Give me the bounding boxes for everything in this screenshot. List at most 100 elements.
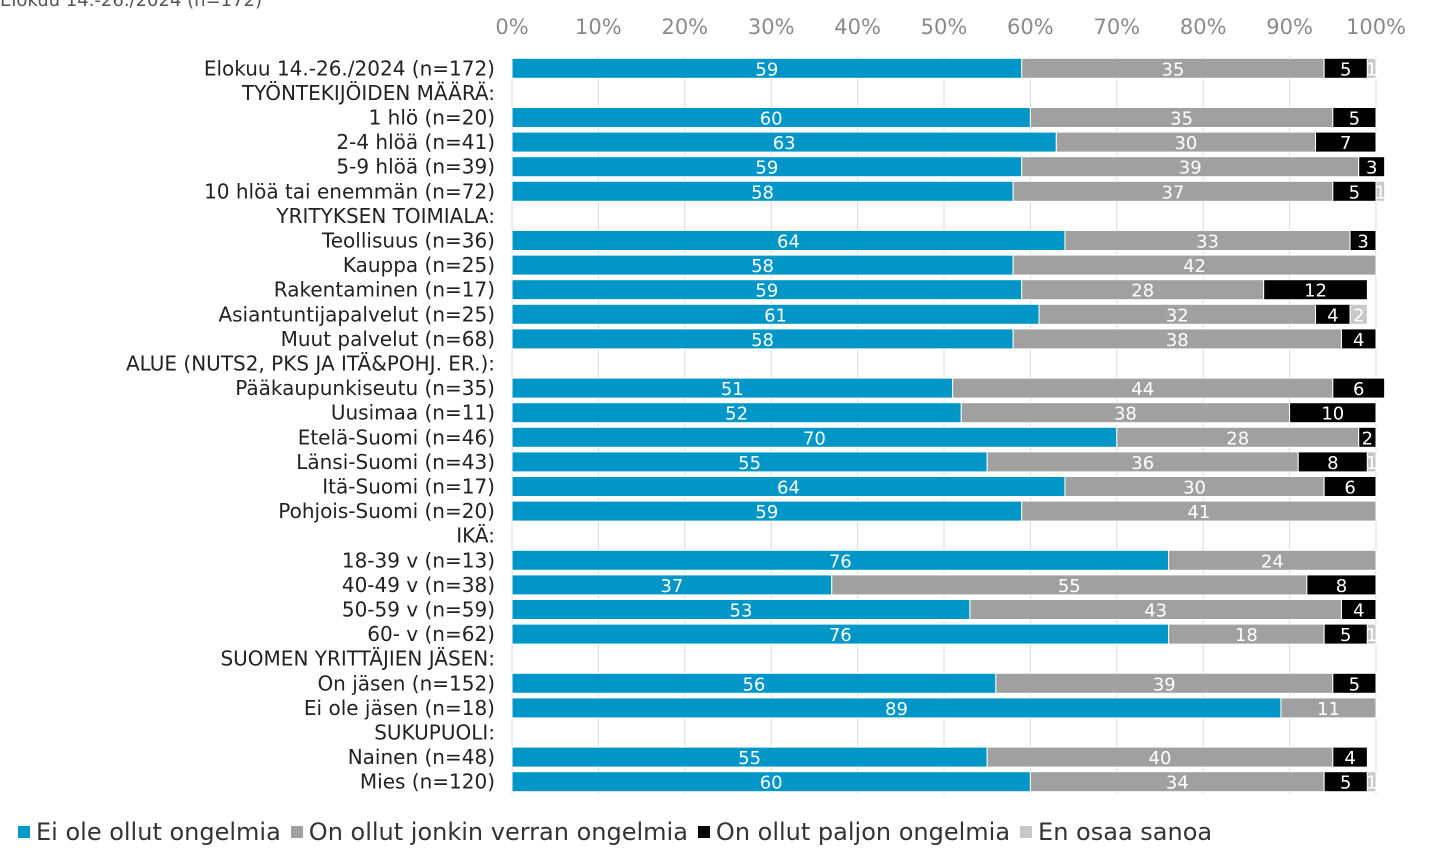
bar-value-label: 28 (1226, 428, 1249, 449)
bar-value-label: 4 (1344, 748, 1355, 769)
row-label: Itä-Suomi (n=17) (322, 475, 495, 499)
row-label: Ei ole jäsen (n=18) (304, 696, 495, 720)
chart-subtitle: Elokuu 14.-26./2024 (n=172) (0, 0, 263, 11)
bar-segment (1289, 402, 1377, 424)
legend-label: On ollut paljon ongelmia (715, 818, 1011, 846)
row-label: Etelä-Suomi (n=46) (298, 425, 495, 449)
bar-value-label: 55 (738, 748, 761, 769)
bar-value-label: 44 (1131, 379, 1154, 400)
row-label: 50-59 v (n=59) (342, 598, 495, 622)
x-tick-label: 40% (834, 15, 881, 39)
bar-value-label: 56 (742, 674, 765, 695)
bar-segment (1366, 451, 1377, 473)
bar-segment (1332, 746, 1368, 768)
bar-value-label: 64 (777, 232, 800, 253)
bar-value-label: 10 (1321, 404, 1344, 425)
bar-value-label: 18 (1235, 625, 1258, 646)
bar-value-label: 76 (829, 625, 852, 646)
bar-value-label: 4 (1353, 601, 1364, 622)
legend-label: Ei ole ollut ongelmia (36, 818, 281, 846)
row-label: 60- v (n=62) (367, 622, 495, 646)
bar-value-label: 59 (755, 502, 778, 523)
bar-segment (1340, 328, 1377, 350)
bar-value-label: 55 (1058, 576, 1081, 597)
legend-item: En osaa sanoa (1020, 818, 1212, 846)
bar-value-label: 1 (1366, 773, 1377, 794)
bar-value-label: 6 (1353, 379, 1364, 400)
bar-segment (1332, 377, 1386, 399)
bar-value-label: 2 (1362, 428, 1373, 449)
bar-value-label: 1 (1366, 453, 1377, 474)
row-label: SUKUPUOLI: (374, 721, 495, 745)
x-tick-label: 90% (1266, 15, 1313, 39)
bar-value-label: 39 (1179, 158, 1202, 179)
bar-value-label: 8 (1336, 576, 1347, 597)
legend-swatch (697, 826, 710, 838)
bar-value-label: 30 (1174, 133, 1197, 154)
bar-value-label: 4 (1327, 305, 1338, 326)
row-label: Uusimaa (n=11) (331, 401, 495, 425)
legend: Ei ole ollut ongelmia On ollut jonkin ver… (18, 818, 1212, 846)
bar-value-label: 34 (1166, 773, 1189, 794)
bar-segment (1349, 303, 1368, 325)
bar-value-label: 64 (777, 478, 800, 499)
x-tick-label: 0% (495, 15, 528, 39)
legend-item: On ollut paljon ongelmia (697, 818, 1011, 846)
bar-segment (1366, 623, 1377, 645)
bar-segment (1012, 254, 1377, 276)
bar-segment (1280, 697, 1377, 719)
bar-value-label: 58 (751, 256, 774, 277)
bar-value-label: 5 (1349, 182, 1360, 203)
bar-value-label: 5 (1340, 59, 1351, 80)
bar-value-label: 60 (760, 109, 783, 130)
row-label: Teollisuus (n=36) (321, 229, 495, 253)
legend-item: Ei ole ollut ongelmia (18, 818, 281, 846)
bar-value-label: 12 (1304, 281, 1327, 302)
bar-value-label: 58 (751, 182, 774, 203)
row-label: 1 hlö (n=20) (369, 106, 495, 130)
bar-value-label: 2 (1353, 305, 1364, 326)
bar-value-label: 5 (1340, 773, 1351, 794)
bar-segment (1349, 230, 1377, 251)
bar-segment (1263, 279, 1368, 301)
legend-item: On ollut jonkin verran ongelmia (290, 818, 688, 846)
bar-segment (1375, 180, 1386, 202)
bar-value-label: 41 (1187, 502, 1210, 523)
bar-value-label: 1 (1366, 625, 1377, 646)
x-tick-label: 60% (1007, 15, 1054, 39)
bar-value-label: 5 (1349, 674, 1360, 695)
bar-segment (1366, 57, 1377, 79)
x-tick-label: 20% (661, 15, 708, 39)
bar-value-label: 37 (1162, 182, 1185, 203)
row-label: Muut palvelut (n=68) (281, 327, 495, 351)
bar-value-label: 59 (755, 59, 778, 80)
row-label: 18-39 v (n=13) (342, 548, 495, 572)
row-label: 2-4 hlöä (n=41) (336, 130, 495, 154)
bar-value-label: 24 (1261, 551, 1284, 572)
bar-value-label: 59 (755, 158, 778, 179)
bar-value-label: 7 (1340, 133, 1351, 154)
row-label: On jäsen (n=152) (317, 671, 495, 695)
bar-segment (1366, 771, 1377, 793)
x-tick-label: 50% (921, 15, 968, 39)
bar-value-label: 33 (1196, 232, 1219, 253)
bar-value-label: 11 (1317, 699, 1340, 720)
row-label: 40-49 v (n=38) (342, 573, 495, 597)
bar-value-label: 39 (1153, 674, 1176, 695)
bar-value-label: 89 (885, 699, 908, 720)
bar-value-label: 70 (803, 428, 826, 449)
bar-segment (1358, 426, 1377, 448)
row-label: ALUE (NUTS2, PKS JA ITÄ&POHJ. ER.): (126, 352, 495, 376)
bar-segment (1358, 156, 1386, 178)
row-label: Elokuu 14.-26./2024 (n=172) (204, 56, 495, 80)
bar-value-label: 53 (730, 601, 753, 622)
row-label: YRITYKSEN TOIMIALA: (275, 204, 495, 228)
bar-value-label: 40 (1149, 748, 1172, 769)
row-label: Länsi-Suomi (n=43) (296, 450, 495, 474)
bar-value-label: 38 (1166, 330, 1189, 351)
bar-value-label: 6 (1344, 478, 1355, 499)
bar-value-label: 1 (1366, 59, 1377, 80)
bar-value-label: 3 (1366, 158, 1377, 179)
x-tick-label: 30% (748, 15, 795, 39)
row-label: Kauppa (n=25) (343, 253, 495, 277)
